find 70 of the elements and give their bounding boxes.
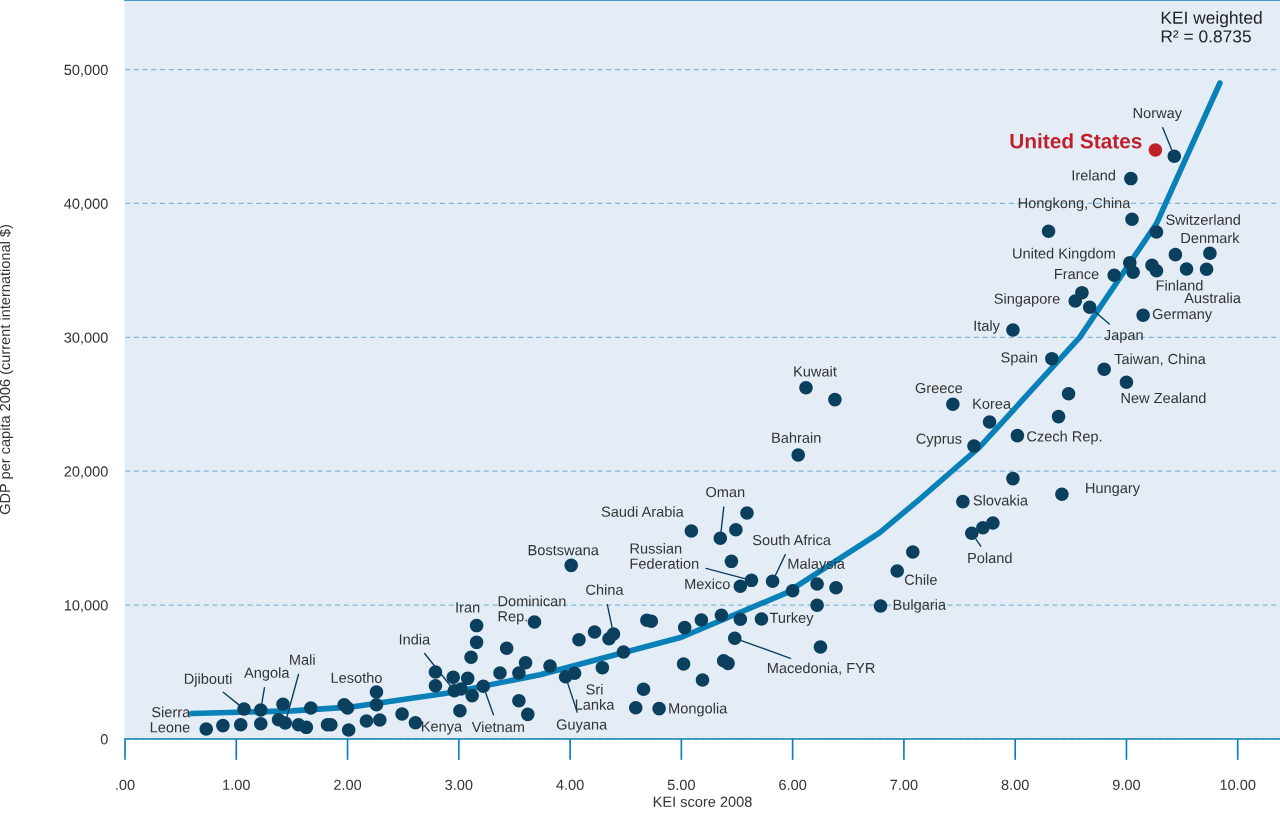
annotation: Spain (1001, 351, 1037, 366)
y-axis-title: GDP per capita 2006 (current international $) (0, 225, 13, 515)
annotation: Guyana (556, 719, 608, 733)
annotation: New Zealand (1121, 392, 1206, 404)
annotation: Bulgaria (893, 599, 947, 613)
x-tick-label: 8.00 (1001, 779, 1029, 790)
y-tick-label: 40,000 (64, 198, 108, 211)
annotation: Chile (904, 574, 937, 585)
annotation: India (399, 633, 431, 645)
annotation: Slovakia (973, 494, 1028, 506)
annotation: Turkey (769, 612, 814, 626)
annotation: Poland (968, 552, 1012, 564)
annotation: Mali (290, 654, 315, 665)
annotation: China (586, 584, 624, 595)
annotation: Iran (456, 602, 480, 613)
annotation: Greece (915, 382, 963, 394)
x-axis-title: KEI score 2008 (653, 796, 752, 807)
annotation: Singapore (994, 293, 1060, 307)
annotation: Mexico (685, 578, 730, 590)
annotation: United Kingdom (1013, 247, 1115, 262)
annotation: Germany (1152, 308, 1213, 323)
annotation: Korea (973, 398, 1012, 409)
annotation: Macedonia, FYR (767, 662, 875, 675)
annotation: Australia (1184, 292, 1241, 304)
annotation: Czech Rep. (1027, 430, 1102, 445)
x-tick-label: 2.00 (334, 779, 362, 790)
x-tick-label: 3.00 (445, 779, 473, 790)
annotation: KEI weighted R² = 0.8735 (1161, 11, 1262, 43)
annotation: Bahrain (772, 432, 821, 443)
x-tick-label: 6.00 (779, 779, 807, 790)
x-tick-label: 4.00 (556, 779, 584, 790)
series-label: United States (1010, 133, 1142, 149)
annotation: Dominican Rep. (498, 595, 566, 625)
annotation: Ireland (1072, 169, 1115, 181)
annotation: Hongkong, China (1018, 197, 1131, 212)
annotation: Japan (1104, 329, 1143, 344)
x-tick-label: .00 (116, 779, 135, 790)
x-tick-label: 5.00 (667, 779, 695, 790)
annotation: Italy (974, 320, 1000, 334)
annotation: South Africa (752, 534, 831, 546)
annotation: Mongolia (669, 702, 728, 717)
x-tick-label: 10.00 (1220, 779, 1256, 790)
annotation: France (1055, 268, 1099, 280)
annotation: Norway (1133, 107, 1182, 122)
annotation: Hungary (1086, 483, 1140, 497)
annotation: Djibouti (184, 673, 232, 687)
annotation: Finland (1156, 279, 1203, 291)
annotation: Angola (244, 667, 290, 681)
annotation: Lesotho (331, 672, 382, 683)
y-tick-label: 0 (100, 734, 108, 745)
annotation: Bostswana (528, 545, 599, 556)
annotation: Taiwan, China (1114, 353, 1206, 366)
annotation: Sierra Leone (150, 706, 191, 733)
annotation: Kuwait (794, 365, 837, 377)
annotation: Russian Federation (630, 542, 699, 569)
annotation: Saudi Arabia (601, 506, 684, 517)
annotation: Denmark (1181, 232, 1240, 244)
y-tick-label: 30,000 (64, 332, 108, 345)
annotation: Switzerland (1166, 214, 1240, 225)
annotation: Vietnam (471, 721, 524, 733)
x-tick-label: 1.00 (223, 779, 250, 790)
annotation: Cyprus (916, 433, 962, 447)
x-tick-label: 9.00 (1112, 779, 1141, 790)
annotation: Sri Lanka (575, 683, 615, 710)
annotation: Kenya (421, 721, 463, 735)
annotation: Oman (706, 486, 745, 498)
y-tick-label: 20,000 (64, 466, 108, 479)
x-tick-label: 7.00 (890, 779, 918, 790)
y-tick-label: 10,000 (64, 600, 108, 613)
y-tick-label: 50,000 (64, 64, 108, 77)
